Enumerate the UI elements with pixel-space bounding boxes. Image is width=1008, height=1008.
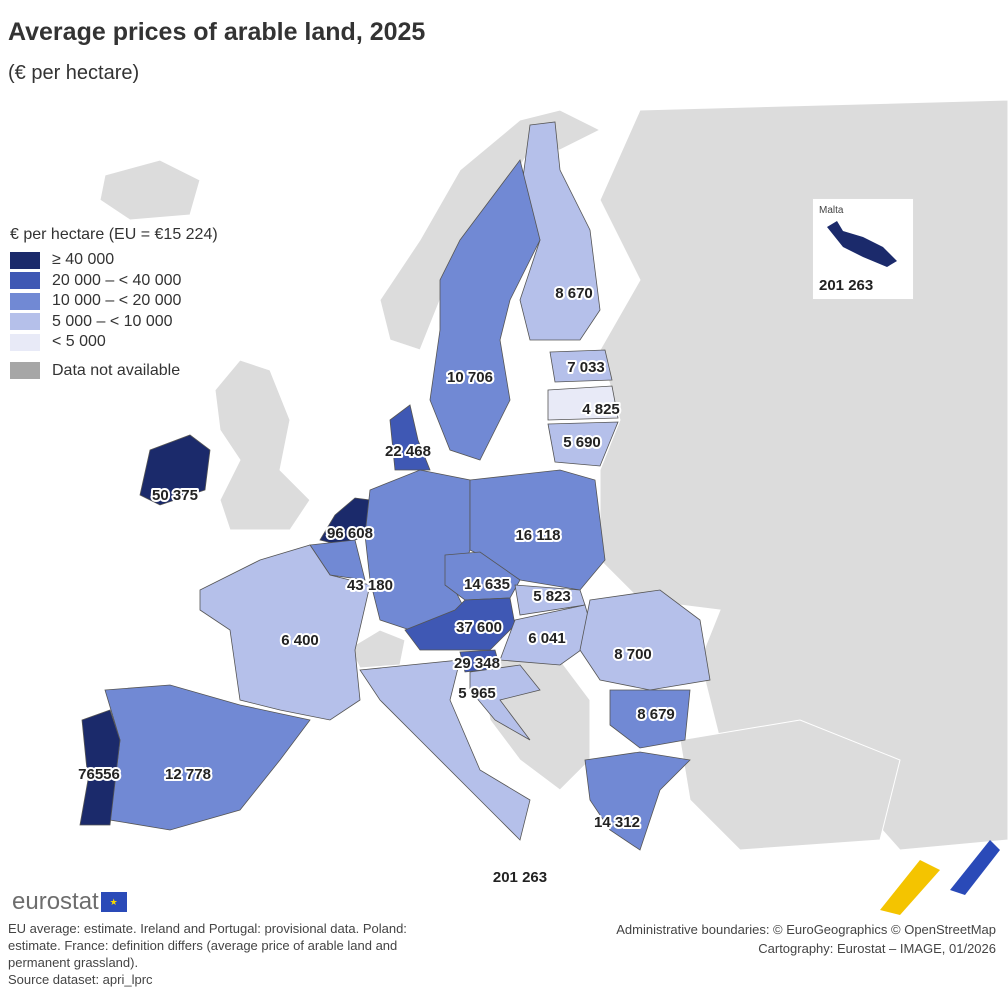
eu-flag-icon: ★ — [100, 892, 127, 912]
country-ireland — [139, 434, 211, 506]
label-romania: 8 700 — [614, 646, 652, 663]
legend-swatch — [10, 292, 40, 310]
legend-swatch — [10, 362, 40, 380]
country-sweden — [429, 159, 541, 461]
country-lithuania — [547, 421, 619, 467]
country-austria — [404, 597, 516, 651]
label-lithuania: 5 690 — [563, 434, 601, 451]
label-czechia: 14 635 — [464, 576, 510, 593]
label-slovakia: 5 823 — [533, 588, 571, 605]
country-latvia — [547, 385, 619, 421]
label-bulgaria: 8 679 — [637, 706, 675, 723]
value-labels: 8 670 10 706 7 033 4 825 5 690 22 468 50… — [76, 283, 677, 888]
yellow-stripe — [880, 860, 940, 915]
country-greece — [584, 751, 691, 851]
country-denmark — [389, 404, 431, 471]
label-poland: 16 118 — [515, 527, 560, 544]
legend-item-na: Data not available — [10, 361, 218, 382]
malta-value: 201 263 — [819, 277, 874, 294]
label-ireland: 50 375 — [152, 487, 198, 504]
label-slovenia: 29 348 — [454, 655, 500, 672]
label-latvia: 4 825 — [582, 401, 620, 418]
country-bulgaria — [609, 689, 691, 749]
label-croatia: 5 965 — [458, 685, 496, 702]
legend-swatch — [10, 272, 40, 290]
malta-shape — [827, 221, 897, 267]
logo-text: eurostat — [12, 888, 99, 915]
label-france: 6 400 — [281, 632, 319, 649]
malta-name: Malta — [819, 205, 844, 216]
iceland-land — [99, 159, 201, 221]
label-greece: 14 312 — [594, 814, 640, 831]
label-netherlands: 96 608 — [327, 525, 373, 542]
label-sweden: 10 706 — [447, 369, 493, 386]
label-estonia: 7 033 — [567, 359, 605, 376]
legend-item: 5 000 – < 10 000 — [10, 312, 218, 333]
legend: € per hectare (EU = €15 224) ≥ 40 000 20… — [10, 226, 218, 381]
legend-label: 10 000 – < 20 000 — [52, 292, 182, 310]
label-denmark: 22 468 — [385, 443, 431, 460]
legend-label: Data not available — [52, 361, 181, 379]
footnote-text: EU average: estimate. Ireland and Portug… — [8, 921, 407, 970]
legend-label: 20 000 – < 40 000 — [52, 271, 182, 289]
label-hungary: 6 041 — [528, 630, 566, 647]
eurostat-logo: eurostat ★ — [12, 888, 127, 916]
legend-title: € per hectare (EU = €15 224) — [10, 226, 218, 243]
country-germany — [364, 469, 471, 631]
label-finland: 8 670 — [555, 285, 593, 302]
legend-swatch — [10, 313, 40, 331]
uk-land — [214, 359, 311, 531]
blue-stripe — [950, 840, 1000, 895]
legend-item: < 5 000 — [10, 332, 218, 353]
footnotes: EU average: estimate. Ireland and Portug… — [8, 920, 458, 988]
legend-label: 5 000 – < 10 000 — [52, 312, 173, 330]
eurostat-graphic — [880, 840, 1000, 915]
country-estonia — [549, 349, 613, 383]
credits: Administrative boundaries: © EuroGeograp… — [616, 920, 996, 958]
legend-item: 20 000 – < 40 000 — [10, 271, 218, 292]
country-france — [199, 544, 371, 721]
label-portugal: 76556 — [78, 766, 120, 783]
label-austria: 37 600 — [456, 619, 502, 636]
country-romania — [579, 589, 711, 691]
label-spain: 12 778 — [165, 766, 211, 783]
legend-label: ≥ 40 000 — [52, 251, 115, 269]
map-subtitle: (€ per hectare) — [8, 62, 140, 84]
map-title: Average prices of arable land, 2025 — [8, 18, 426, 46]
country-croatia — [469, 664, 541, 741]
malta-inset: Malta 201 263 — [812, 198, 914, 300]
label-belgium: 43 180 — [347, 577, 393, 594]
country-italy — [359, 659, 531, 841]
label-italy: 201 263 — [493, 869, 547, 886]
legend-label: < 5 000 — [52, 333, 106, 351]
cartography-credit: Cartography: Eurostat – IMAGE, 01/2026 — [758, 941, 996, 956]
legend-item: ≥ 40 000 — [10, 250, 218, 271]
boundaries-credit: Administrative boundaries: © EuroGeograp… — [616, 922, 996, 937]
switzerland-land — [349, 629, 406, 669]
country-portugal — [79, 709, 121, 826]
legend-item: 10 000 – < 20 000 — [10, 291, 218, 312]
country-hungary — [499, 604, 596, 666]
source-dataset: Source dataset: apri_lprc — [8, 972, 153, 987]
countries — [79, 121, 711, 851]
turkey-land — [679, 719, 901, 851]
legend-swatch — [10, 251, 40, 269]
legend-swatch — [10, 333, 40, 351]
